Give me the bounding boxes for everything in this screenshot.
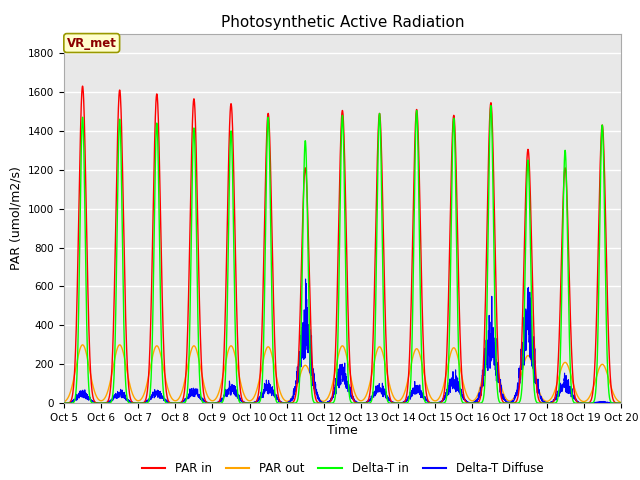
Text: VR_met: VR_met	[67, 36, 116, 49]
X-axis label: Time: Time	[327, 424, 358, 437]
Title: Photosynthetic Active Radiation: Photosynthetic Active Radiation	[221, 15, 464, 30]
Legend: PAR in, PAR out, Delta-T in, Delta-T Diffuse: PAR in, PAR out, Delta-T in, Delta-T Dif…	[137, 457, 548, 480]
Y-axis label: PAR (umol/m2/s): PAR (umol/m2/s)	[10, 167, 22, 270]
